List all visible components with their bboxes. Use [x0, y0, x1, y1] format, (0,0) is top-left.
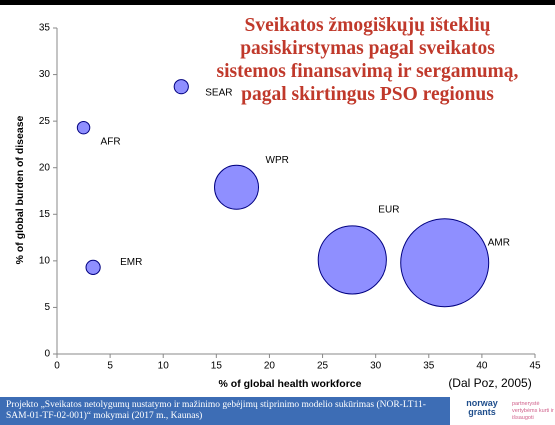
x-tick-label: 15: [211, 361, 223, 372]
x-axis-label: % of global health workforce: [219, 378, 362, 390]
bubble-label: AMR: [488, 237, 510, 248]
x-tick-label: 5: [107, 361, 113, 372]
bubble: [173, 79, 189, 95]
y-tick-label: 25: [39, 116, 51, 127]
logo: norway grants: [466, 398, 498, 417]
x-tick-label: 20: [264, 361, 276, 372]
y-tick-label: 0: [44, 349, 50, 360]
bubble: [76, 120, 91, 135]
top-bar: [0, 0, 555, 5]
y-tick-label: 30: [39, 69, 51, 80]
bubble-label: AFR: [101, 136, 121, 147]
x-tick-label: 30: [370, 361, 382, 372]
x-tick-label: 35: [423, 361, 435, 372]
x-tick-label: 25: [317, 361, 329, 372]
y-axis-label: % of global burden of disease: [14, 115, 26, 264]
bubble-label: EUR: [378, 205, 399, 216]
bubble-label: EMR: [120, 257, 142, 268]
bubble-label: SEAR: [205, 87, 232, 98]
x-tick-label: 0: [54, 361, 60, 372]
y-tick-label: 35: [39, 23, 51, 34]
bubble: [85, 259, 101, 275]
slide-title: Sveikatos žmogiškųjų išteklių pasiskirst…: [216, 15, 519, 105]
footer-text: Projekto „Sveikatos netolygumų nustatymo…: [0, 397, 450, 425]
y-tick-label: 15: [39, 209, 51, 220]
x-tick-label: 40: [476, 361, 488, 372]
bubble: [400, 218, 490, 308]
source: (Dal Poz, 2005): [448, 376, 531, 390]
x-tick-label: 10: [158, 361, 170, 372]
bubble: [317, 225, 387, 295]
y-tick-label: 5: [44, 302, 50, 313]
x-tick-label: 45: [529, 361, 541, 372]
y-tick-label: 20: [39, 162, 51, 173]
bubble-label: WPR: [266, 155, 289, 166]
tagline: partnerystė vertybėms kurti ir išsaugoti: [512, 401, 554, 421]
bubble: [214, 164, 260, 210]
y-tick-label: 10: [39, 255, 51, 266]
